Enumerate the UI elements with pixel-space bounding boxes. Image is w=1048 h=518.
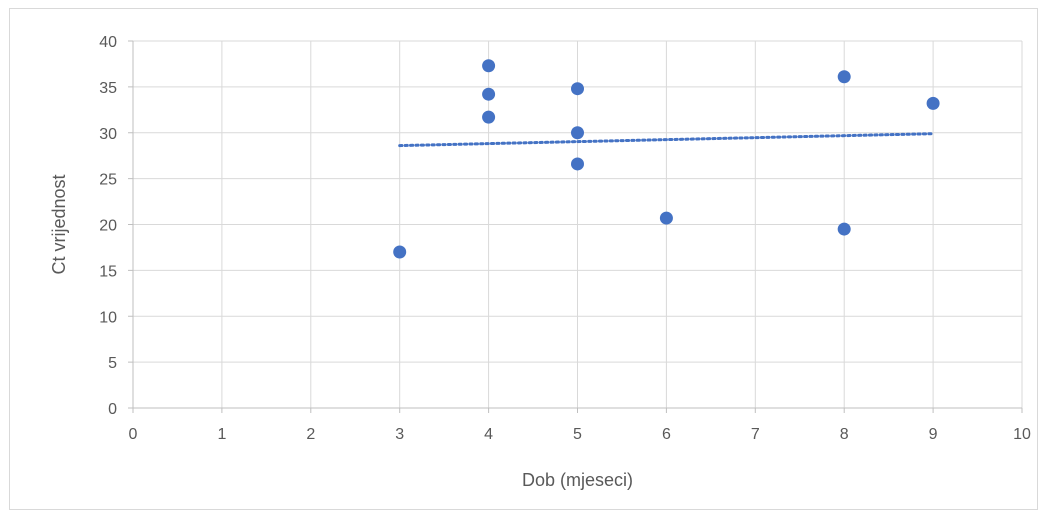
data-point xyxy=(571,82,584,96)
data-points xyxy=(393,59,940,259)
axes xyxy=(128,40,1023,413)
data-point xyxy=(482,110,496,124)
x-tick-label: 1 xyxy=(217,426,226,443)
x-tick-label: 3 xyxy=(395,426,404,443)
y-tick-label: 0 xyxy=(108,401,117,418)
tick-labels: 0 1 2 3 4 5 6 7 8 9 10 0 5 10 15 20 25 30 35 40 xyxy=(99,34,1031,443)
x-axis-title: Dob (mjeseci) xyxy=(522,470,633,490)
x-tick-label: 10 xyxy=(1013,426,1031,443)
y-tick-label: 20 xyxy=(99,218,117,235)
data-point xyxy=(837,222,851,236)
x-tick-label: 6 xyxy=(662,426,671,443)
data-point xyxy=(571,157,584,171)
data-point xyxy=(571,126,584,140)
y-tick-label: 15 xyxy=(99,263,117,280)
y-tick-label: 35 xyxy=(99,80,117,97)
trendline-layer xyxy=(398,132,935,148)
y-tick-label: 30 xyxy=(99,126,117,143)
data-point xyxy=(837,70,851,84)
scatter-chart: 0 1 2 3 4 5 6 7 8 9 10 0 5 10 15 20 25 30 35 40 Dob (mjesec… xyxy=(49,34,1031,490)
y-tick-label: 10 xyxy=(99,309,117,326)
y-axis-title: Ct vrijednost xyxy=(49,174,69,274)
data-point xyxy=(659,211,673,225)
x-tick-label: 5 xyxy=(573,426,582,443)
chart-frame: 0 1 2 3 4 5 6 7 8 9 10 0 5 10 15 20 25 30 35 40 Dob (mjesec… xyxy=(9,8,1038,510)
x-tick-label: 4 xyxy=(484,426,493,443)
data-point xyxy=(482,87,496,101)
grid-lines xyxy=(133,40,1023,408)
x-tick-label: 0 xyxy=(129,426,138,443)
x-tick-label: 7 xyxy=(751,426,760,443)
x-tick-label: 8 xyxy=(840,426,849,443)
y-tick-label: 25 xyxy=(99,172,117,189)
y-tick-label: 5 xyxy=(108,355,117,372)
y-tick-label: 40 xyxy=(99,34,117,51)
data-point xyxy=(482,59,496,73)
data-point xyxy=(926,96,940,110)
data-point xyxy=(393,245,407,259)
x-tick-label: 9 xyxy=(929,426,938,443)
x-tick-label: 2 xyxy=(306,426,315,443)
trendline xyxy=(398,132,935,148)
